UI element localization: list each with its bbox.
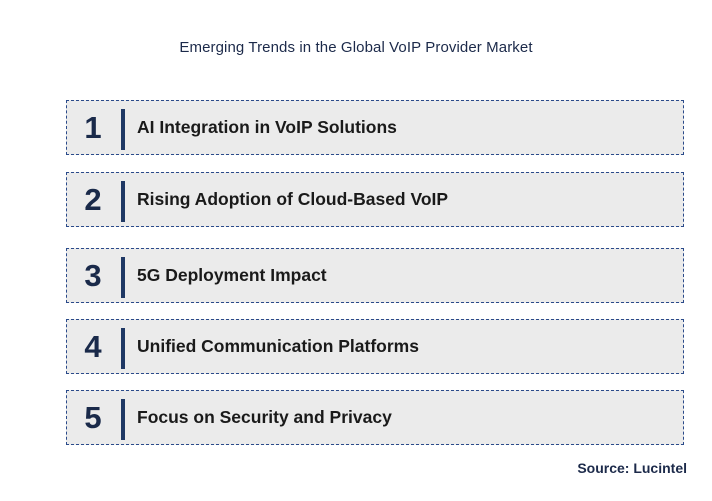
page-title: Emerging Trends in the Global VoIP Provi…	[179, 39, 533, 56]
divider-bar	[121, 257, 125, 298]
trend-label: Rising Adoption of Cloud-Based VoIP	[137, 189, 449, 209]
trend-label: Unified Communication Platforms	[137, 336, 419, 356]
trend-row-1: 1 AI Integration in VoIP Solutions	[66, 100, 684, 155]
trend-row-4: 4 Unified Communication Platforms	[66, 319, 684, 374]
trend-number: 2	[84, 181, 102, 217]
trend-number: 1	[84, 109, 102, 145]
divider-bar	[121, 328, 125, 369]
divider-bar	[121, 399, 125, 440]
divider-bar	[121, 109, 125, 150]
divider-bar	[121, 181, 125, 222]
trend-row-5: 5 Focus on Security and Privacy	[66, 390, 684, 445]
trend-number: 4	[84, 328, 102, 364]
trend-row-2: 2 Rising Adoption of Cloud-Based VoIP	[66, 172, 684, 227]
trend-label: AI Integration in VoIP Solutions	[137, 117, 397, 137]
trend-number: 3	[84, 257, 102, 293]
trend-row-3: 3 5G Deployment Impact	[66, 248, 684, 303]
trend-label: Focus on Security and Privacy	[137, 407, 392, 427]
trend-label: 5G Deployment Impact	[137, 265, 327, 285]
trend-number: 5	[84, 399, 102, 435]
source-credit: Source: Lucintel	[577, 460, 687, 476]
